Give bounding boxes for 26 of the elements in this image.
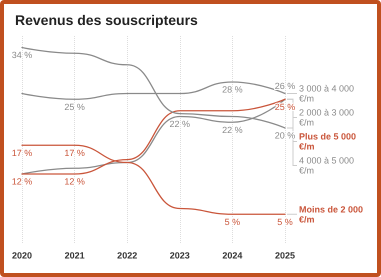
- text: Plus de 5 000 €/m: [299, 132, 356, 152]
- data-label: 12 %: [12, 176, 32, 186]
- data-label: 26 %: [274, 81, 296, 91]
- x-tick-label: 2022: [117, 250, 138, 260]
- x-tick-label: 2024: [222, 250, 242, 260]
- series-label: 2 000 à 3 000 €/m: [299, 108, 354, 128]
- x-tick-label: 2023: [170, 250, 190, 260]
- data-label: 25 %: [274, 102, 296, 112]
- data-label: 12 %: [64, 176, 85, 186]
- data-label: 28 %: [222, 84, 243, 94]
- series-label: Moins de 2 000 €/m: [299, 204, 364, 224]
- data-label: 5 %: [277, 216, 293, 227]
- text: 4 000 à 5 000 €/m: [299, 156, 354, 176]
- data-label: 22 %: [170, 119, 190, 129]
- x-tick-label: 2020: [12, 250, 32, 260]
- data-label: 20 %: [274, 130, 296, 140]
- data-label: 25 %: [64, 102, 85, 112]
- chart-title: Revenus des souscripteurs: [15, 12, 198, 28]
- data-label: 17 %: [64, 148, 85, 158]
- series-label: 3 000 à 4 000 €/m: [299, 84, 354, 104]
- data-label: 34 %: [12, 50, 32, 60]
- data-label: 5 %: [224, 216, 240, 227]
- x-tick-label: 2025: [274, 250, 296, 260]
- x-tick-label: 2021: [64, 250, 85, 260]
- data-label: 22 %: [222, 125, 243, 135]
- data-label: 17 %: [12, 148, 32, 158]
